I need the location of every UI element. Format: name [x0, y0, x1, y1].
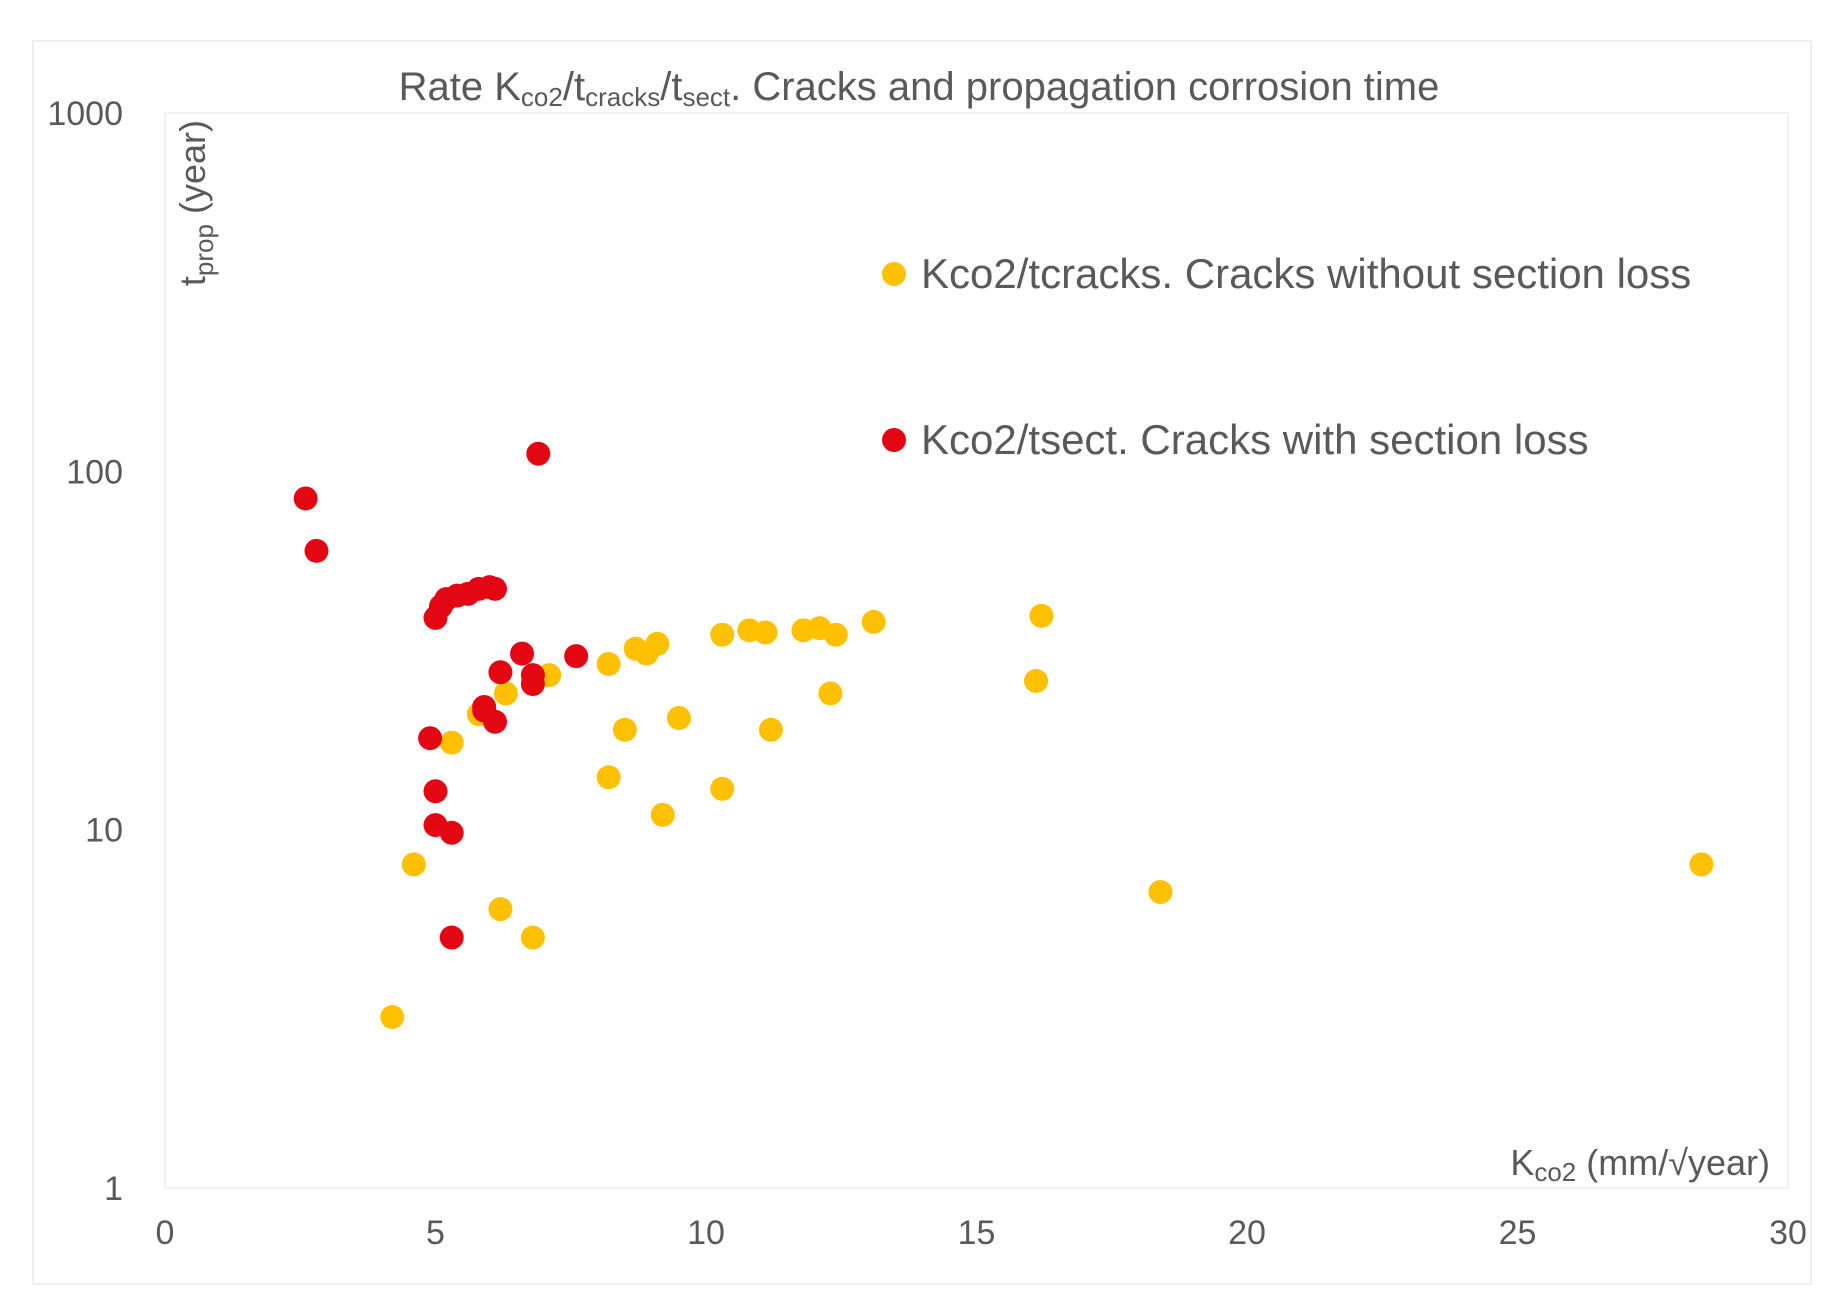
point-cracks-with-section-loss: [293, 486, 318, 511]
point-cracks-without-section-loss: [612, 717, 637, 742]
point-cracks-without-section-loss: [493, 681, 518, 706]
legend-marker-cracks-without-section-loss: [882, 262, 906, 286]
x-tick-label: 5: [426, 1214, 445, 1252]
point-cracks-with-section-loss: [526, 441, 551, 466]
point-cracks-without-section-loss: [1024, 668, 1049, 693]
point-cracks-without-section-loss: [596, 651, 621, 676]
point-cracks-without-section-loss: [596, 765, 621, 790]
y-tick-label: 100: [66, 453, 123, 491]
legend-label-cracks-without-section-loss: Kco2/tcracks. Cracks without section los…: [921, 250, 1691, 297]
point-cracks-without-section-loss: [818, 681, 843, 706]
y-tick-label: 1000: [47, 95, 123, 133]
chart-title: Rate Kco2/tcracks/tsect. Cracks and prop…: [399, 65, 1440, 112]
point-cracks-with-section-loss: [510, 641, 535, 666]
point-cracks-without-section-loss: [710, 776, 735, 801]
data-points: [293, 441, 1714, 1030]
point-cracks-with-section-loss: [439, 925, 464, 950]
point-cracks-with-section-loss: [483, 709, 508, 734]
y-axis-ticks: 1 10 100 1000: [47, 95, 123, 1208]
point-cracks-without-section-loss: [753, 620, 778, 645]
legend-label-cracks-with-section-loss: Kco2/tsect. Cracks with section loss: [921, 416, 1589, 463]
point-cracks-without-section-loss: [488, 897, 513, 922]
point-cracks-without-section-loss: [823, 622, 848, 647]
point-cracks-without-section-loss: [1029, 603, 1054, 628]
y-tick-label: 1: [104, 1170, 123, 1208]
y-axis-title: tprop (year): [172, 120, 219, 286]
x-tick-label: 10: [687, 1214, 725, 1252]
x-axis-title: Kco2 (mm/√year): [1510, 1142, 1770, 1187]
point-cracks-with-section-loss: [304, 538, 329, 563]
x-tick-label: 20: [1228, 1214, 1266, 1252]
point-cracks-without-section-loss: [666, 705, 691, 730]
x-tick-label: 15: [958, 1214, 996, 1252]
x-tick-label: 30: [1769, 1214, 1807, 1252]
legend-marker-cracks-with-section-loss: [882, 428, 906, 452]
point-cracks-without-section-loss: [861, 609, 886, 634]
point-cracks-without-section-loss: [439, 730, 464, 755]
point-cracks-without-section-loss: [401, 852, 426, 877]
point-cracks-without-section-loss: [710, 622, 735, 647]
point-cracks-without-section-loss: [650, 802, 675, 827]
x-tick-label: 25: [1499, 1214, 1537, 1252]
point-cracks-with-section-loss: [564, 644, 589, 669]
y-tick-label: 10: [85, 812, 123, 850]
point-cracks-with-section-loss: [488, 660, 513, 685]
point-cracks-without-section-loss: [1689, 852, 1714, 877]
point-cracks-with-section-loss: [439, 820, 464, 845]
point-cracks-without-section-loss: [645, 631, 670, 656]
point-cracks-with-section-loss: [483, 576, 508, 601]
point-cracks-with-section-loss: [418, 726, 443, 751]
point-cracks-with-section-loss: [423, 779, 448, 804]
legend: Kco2/tcracks. Cracks without section los…: [882, 250, 1691, 463]
point-cracks-without-section-loss: [380, 1005, 405, 1030]
point-cracks-without-section-loss: [520, 925, 545, 950]
plot-area: [164, 112, 1789, 1189]
point-cracks-without-section-loss: [1148, 879, 1173, 904]
chart-frame: [32, 40, 1812, 1285]
point-cracks-with-section-loss: [520, 671, 545, 696]
x-axis-ticks: 0 5 10 15 20 25 30: [156, 1214, 1807, 1252]
x-tick-label: 0: [156, 1214, 175, 1252]
point-cracks-without-section-loss: [758, 717, 783, 742]
